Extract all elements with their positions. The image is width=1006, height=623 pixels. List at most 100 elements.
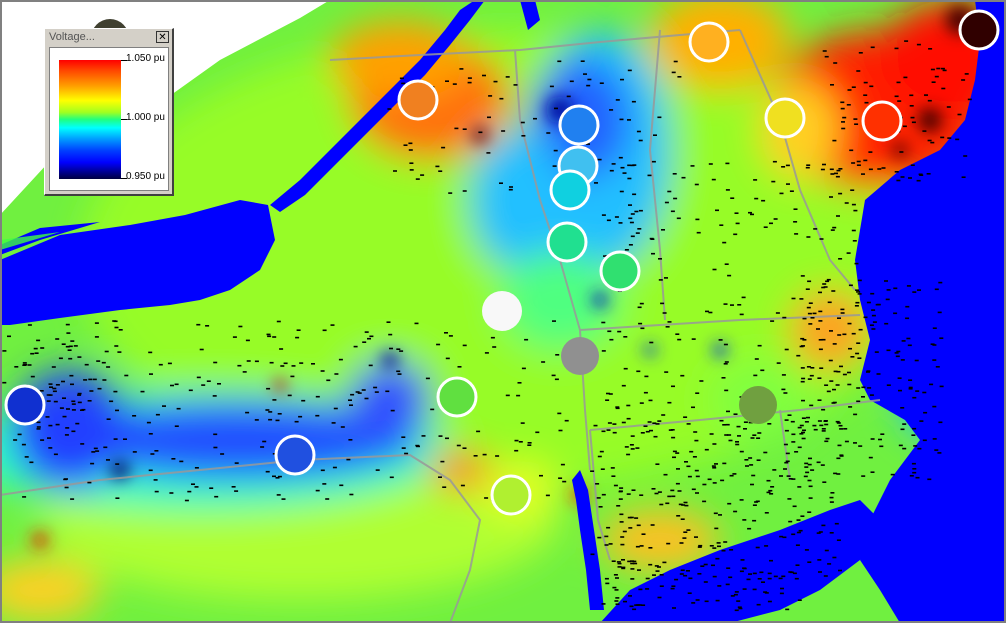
bus-marker <box>894 352 899 354</box>
bus-marker <box>676 217 681 220</box>
bus-marker <box>238 325 243 328</box>
close-icon[interactable]: ✕ <box>156 31 169 43</box>
gen-marker[interactable] <box>482 291 522 331</box>
gen-marker[interactable] <box>274 434 316 476</box>
gen-marker[interactable] <box>490 474 532 516</box>
bus-marker <box>838 424 843 427</box>
gen-marker[interactable] <box>558 104 600 146</box>
bus-marker <box>717 585 722 587</box>
bus-marker <box>109 400 114 403</box>
bus-marker <box>630 560 634 562</box>
bus-marker <box>704 600 709 603</box>
bus-marker <box>630 578 635 580</box>
gen-marker[interactable] <box>688 21 730 63</box>
bus-marker <box>627 119 631 121</box>
bus-marker <box>767 572 772 575</box>
bus-marker <box>698 544 703 547</box>
bus-marker <box>601 430 606 433</box>
bus-marker <box>729 549 734 551</box>
bus-marker <box>396 348 401 350</box>
bus-marker <box>844 440 849 443</box>
bus-marker <box>682 537 687 539</box>
gen-marker[interactable] <box>764 97 806 139</box>
bus-marker <box>836 473 841 475</box>
bus-marker <box>47 437 51 439</box>
bus-marker <box>597 158 602 161</box>
bus-marker <box>737 304 742 306</box>
bus-marker <box>788 520 793 523</box>
gen-marker[interactable] <box>546 221 588 263</box>
bus-marker <box>788 571 793 573</box>
bus-marker <box>791 433 796 436</box>
bus-marker <box>754 358 759 360</box>
generator-markers[interactable] <box>4 9 1000 516</box>
gen-marker[interactable] <box>549 169 591 211</box>
bus-marker <box>664 371 669 373</box>
bus-marker <box>878 438 882 441</box>
bus-marker <box>616 505 621 507</box>
bus-marker <box>493 80 498 83</box>
bus-marker <box>729 474 734 477</box>
gen-marker[interactable] <box>4 384 46 426</box>
bus-marker <box>527 444 532 446</box>
gen-marker[interactable] <box>958 9 1000 51</box>
bus-marker <box>170 384 174 387</box>
bus-marker <box>636 370 641 373</box>
bus-marker <box>800 380 805 383</box>
bus-marker <box>742 588 747 590</box>
bus-marker <box>662 561 667 564</box>
bus-marker <box>67 349 72 351</box>
bus-marker <box>855 289 860 291</box>
bus-marker <box>590 470 595 472</box>
gen-marker[interactable] <box>739 386 777 424</box>
bus-marker <box>725 583 730 586</box>
bus-marker <box>320 469 325 472</box>
bus-marker <box>955 138 960 141</box>
bus-marker <box>683 416 688 418</box>
bus-marker <box>849 149 854 152</box>
bus-marker <box>148 351 153 354</box>
bus-marker <box>140 390 145 393</box>
bus-marker <box>804 462 809 465</box>
gen-marker[interactable] <box>397 79 439 121</box>
bus-marker <box>738 607 743 610</box>
bus-marker <box>101 361 106 364</box>
bus-marker <box>748 457 753 459</box>
bus-marker <box>696 231 701 234</box>
bus-marker <box>813 228 818 230</box>
gen-marker[interactable] <box>599 250 641 292</box>
gen-marker[interactable] <box>861 100 903 142</box>
bus-marker <box>169 492 174 494</box>
bus-marker <box>885 298 890 301</box>
bus-marker <box>837 444 842 447</box>
bus-marker <box>214 495 219 498</box>
bus-marker <box>641 604 646 606</box>
bus-marker <box>838 192 843 195</box>
bus-marker <box>212 395 217 397</box>
bus-marker <box>644 375 649 378</box>
legend-window[interactable]: Voltage... ✕ 1.050 pu 1.000 pu 0.950 pu <box>44 28 174 196</box>
bus-marker <box>569 80 574 83</box>
bus-marker <box>724 389 729 392</box>
bus-marker <box>615 99 620 101</box>
bus-marker <box>856 400 861 403</box>
bus-marker <box>733 413 738 415</box>
bus-marker <box>36 339 41 342</box>
bus-marker <box>118 329 123 331</box>
bus-marker <box>713 512 718 515</box>
gen-marker[interactable] <box>561 337 599 375</box>
bus-marker <box>478 131 483 134</box>
bus-marker <box>768 489 773 492</box>
bus-marker <box>822 481 827 483</box>
bus-marker <box>786 183 790 185</box>
bus-marker <box>911 434 916 436</box>
gen-marker[interactable] <box>436 376 478 418</box>
bus-marker <box>734 212 739 214</box>
bus-marker <box>902 423 907 425</box>
bus-marker <box>782 536 787 539</box>
bus-marker <box>715 209 719 212</box>
bus-marker <box>847 322 852 325</box>
bus-marker <box>615 577 619 579</box>
bus-marker <box>719 224 724 226</box>
